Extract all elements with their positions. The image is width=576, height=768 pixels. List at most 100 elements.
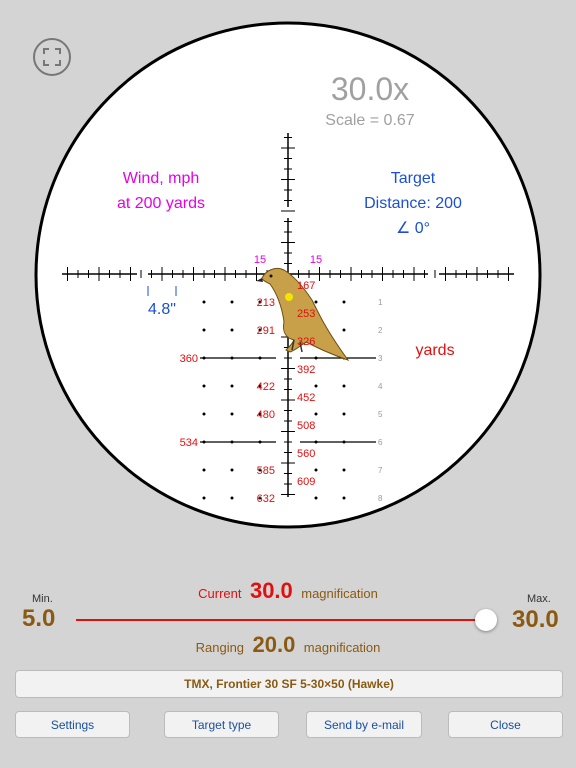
row-number: 6 [378,438,383,447]
holdover-dot [202,412,206,416]
send-email-button[interactable]: Send by e-mail [306,711,422,738]
range-right-value: 253 [297,308,315,320]
holdover-bracket [147,286,177,296]
target-angle: ∠ 0° [396,220,430,237]
holdover-dot [314,496,318,500]
range-left-value: 213 [257,297,275,309]
current-magnification: Current 30.0 magnification [0,578,576,604]
row-number: 4 [378,382,383,391]
scope-view[interactable]: 30.0x Scale = 0.67 Wind, mph at 200 yard… [0,0,576,560]
close-button[interactable]: Close [448,711,563,738]
row-number: 8 [378,494,383,503]
holdover-dot [258,300,262,304]
range-right-value: 508 [297,420,315,432]
holdover-dot [230,328,234,332]
wind-left-value: 15 [254,254,266,266]
ranging-value: 20.0 [252,632,296,657]
holdover-dot [258,440,262,444]
row-number: 7 [378,466,383,475]
range-left-value: 360 [180,353,198,365]
range-left-value: 585 [257,465,275,477]
crow-target-icon [256,267,350,361]
row-number: 2 [378,326,383,335]
scope-name-button[interactable]: TMX, Frontier 30 SF 5-30×50 (Hawke) [15,670,563,698]
holdover-dot [314,412,318,416]
wind-right-value: 15 [310,254,322,266]
holdover-dot [342,384,346,388]
expand-icon [43,48,61,66]
current-value: 30.0 [249,578,293,603]
range-right-value: 609 [297,476,315,488]
holdover-dot [258,356,262,360]
holdover-dot [230,356,234,360]
holdover-dot [202,384,206,388]
range-right-value: 326 [297,336,315,348]
holdover-dot [202,468,206,472]
target-distance: Distance: 200 [364,195,462,212]
wind-label: Wind, mph [123,170,199,187]
holdover-dot [202,496,206,500]
holdover-dot [342,496,346,500]
reticle-ticks [67,137,509,495]
range-right-value: 167 [297,280,315,292]
holdover-dot [314,384,318,388]
max-label: Max. [527,593,551,605]
row-number: 5 [378,410,383,419]
expand-button[interactable] [33,38,71,76]
current-suffix: magnification [301,586,378,601]
holdover-dot [342,468,346,472]
range-left-value: 291 [257,325,275,337]
range-left-value: 480 [257,409,275,421]
holdover-dot [258,412,262,416]
ranging-label: Ranging [195,640,245,655]
reticle-dots [202,300,346,500]
ranging-magnification: Ranging 20.0 magnification [0,632,576,658]
holdover-dot [202,328,206,332]
holdover-dot [258,496,262,500]
holdover-dot [202,356,206,360]
holdover-dot [342,412,346,416]
min-label: Min. [32,593,53,605]
range-left-value: 534 [180,437,198,449]
settings-button[interactable]: Settings [15,711,130,738]
row-number: 3 [378,354,383,363]
holdover-dot [258,468,262,472]
target-type-button[interactable]: Target type [164,711,279,738]
wind-distance-label: at 200 yards [117,195,205,212]
row-number: 1 [378,298,383,307]
range-left-value: 632 [257,493,275,505]
holdover-dot [230,412,234,416]
holdover-dot [342,440,346,444]
holdover-dot [314,468,318,472]
holdover-dot [230,384,234,388]
max-value: 30.0 [512,606,559,633]
range-left-value: 422 [257,381,275,393]
target-label: Target [391,170,436,187]
range-labels: 1 213 167 2 291 253 3 360 326 4 422 392 5 480 452 6 534 5… [180,280,383,505]
holdover-dot [230,468,234,472]
holdover-dot [314,300,318,304]
aim-point [285,293,293,301]
holdover-dot [230,300,234,304]
range-right-value: 560 [297,448,315,460]
holdover-dot [202,440,206,444]
current-label: Current [198,586,242,601]
min-value: 5.0 [22,605,56,632]
holdover-dot [230,440,234,444]
holdover-dot [202,300,206,304]
scale-readout: Scale = 0.67 [325,112,415,129]
holdover-dot [342,328,346,332]
holdover-dot [258,328,262,332]
holdover-dot [230,496,234,500]
range-right-value: 452 [297,392,315,404]
magnification-slider-thumb[interactable] [475,609,497,631]
holdover-dot [314,440,318,444]
yards-label: yards [415,342,454,359]
holdover-dot [314,356,318,360]
zoom-readout: 30.0x [331,71,409,107]
ranging-suffix: magnification [303,640,381,655]
holdover-value: 4.8" [148,301,176,318]
magnification-slider-track[interactable] [76,619,486,621]
range-right-value: 392 [297,364,315,376]
holdover-dot [342,300,346,304]
